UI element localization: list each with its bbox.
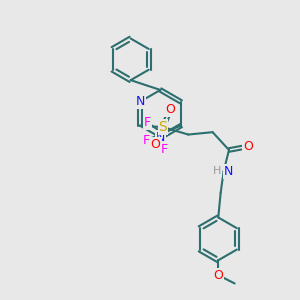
Text: F: F: [160, 143, 168, 156]
Text: F: F: [144, 116, 151, 129]
Text: O: O: [151, 138, 160, 152]
Text: N: N: [136, 95, 145, 108]
Text: O: O: [243, 140, 253, 153]
Text: S: S: [159, 120, 167, 134]
Text: N: N: [156, 131, 165, 144]
Text: H: H: [213, 167, 221, 176]
Text: F: F: [143, 134, 150, 147]
Text: O: O: [166, 103, 176, 116]
Text: O: O: [213, 268, 223, 282]
Text: N: N: [224, 165, 233, 178]
